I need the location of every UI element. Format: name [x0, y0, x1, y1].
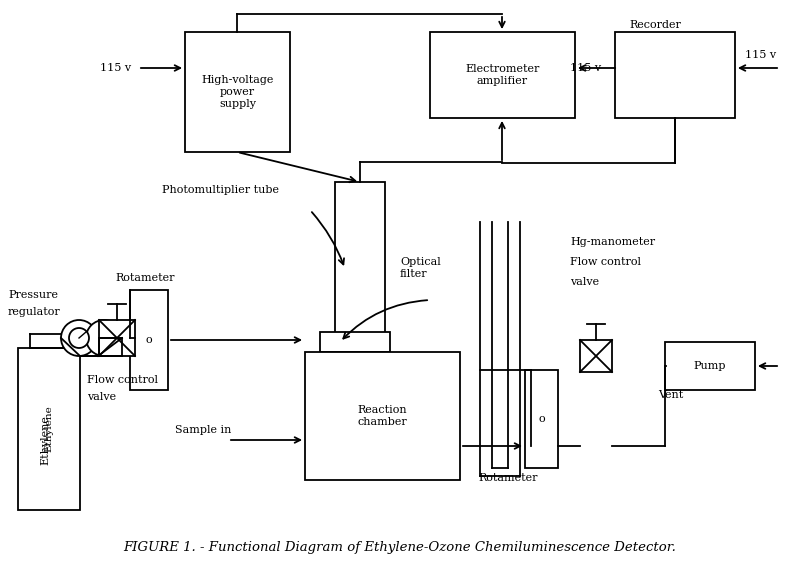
- Text: 115 v: 115 v: [100, 63, 131, 73]
- Bar: [18, 348, 80, 510]
- Bar: [320, 332, 390, 352]
- Circle shape: [61, 320, 97, 356]
- Text: valve: valve: [570, 277, 599, 287]
- Text: Pressure: Pressure: [8, 290, 58, 300]
- Text: Pump: Pump: [694, 361, 726, 371]
- Text: Rotameter: Rotameter: [478, 473, 538, 483]
- Text: Electrometer
amplifier: Electrometer amplifier: [466, 64, 540, 86]
- Text: Recorder: Recorder: [629, 20, 681, 30]
- Text: Sample in: Sample in: [175, 425, 231, 435]
- Text: Optical
filter: Optical filter: [400, 257, 441, 279]
- Text: valve: valve: [87, 392, 116, 402]
- Text: Ethylene: Ethylene: [40, 415, 50, 465]
- Bar: [430, 32, 575, 118]
- Bar: [305, 352, 460, 480]
- Text: Rotameter: Rotameter: [115, 273, 174, 283]
- Text: 115 v: 115 v: [570, 63, 601, 73]
- Text: o: o: [146, 335, 152, 345]
- Bar: [665, 342, 755, 390]
- Text: Vent: Vent: [658, 390, 683, 400]
- Bar: [580, 340, 612, 372]
- Text: regulator: regulator: [8, 307, 61, 317]
- Bar: [525, 370, 558, 468]
- Circle shape: [69, 328, 89, 348]
- Bar: [615, 32, 735, 118]
- Text: 115 v: 115 v: [745, 50, 776, 60]
- Text: Reaction
chamber: Reaction chamber: [358, 405, 407, 427]
- Bar: [130, 290, 168, 390]
- Text: o: o: [538, 414, 545, 424]
- Circle shape: [86, 320, 122, 356]
- Text: Flow control: Flow control: [570, 257, 641, 267]
- Text: Ethylene: Ethylene: [45, 406, 54, 452]
- Text: FIGURE 1. - Functional Diagram of Ethylene-Ozone Chemiluminescence Detector.: FIGURE 1. - Functional Diagram of Ethyle…: [123, 542, 677, 555]
- Text: Hg-manometer: Hg-manometer: [570, 237, 655, 247]
- Bar: [185, 32, 290, 152]
- Bar: [335, 182, 385, 340]
- Text: Flow control: Flow control: [87, 375, 158, 385]
- Text: High-voltage
power
supply: High-voltage power supply: [202, 76, 274, 109]
- Bar: [99, 320, 135, 356]
- Text: Photomultiplier tube: Photomultiplier tube: [162, 185, 279, 195]
